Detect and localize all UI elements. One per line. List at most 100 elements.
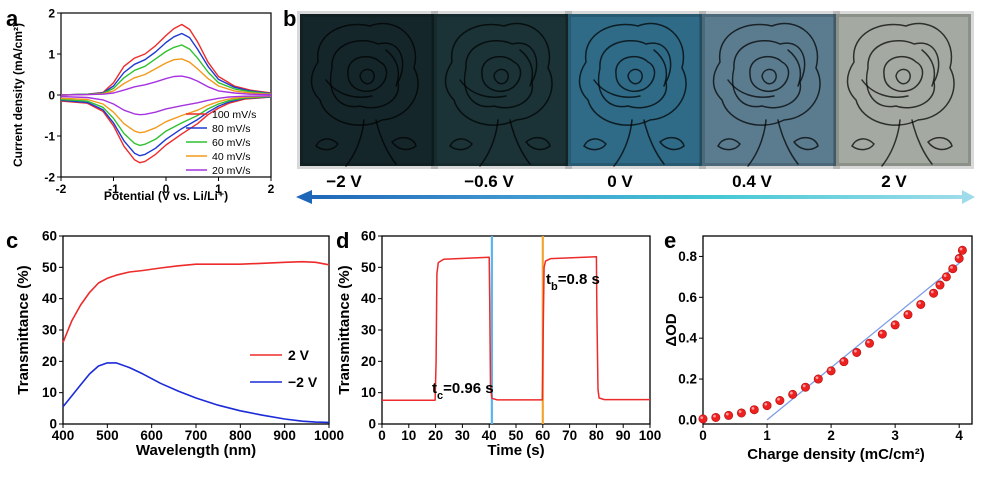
cv-cathodic-100mVs bbox=[60, 96, 272, 164]
panel-d-switching-chart: 0 10 20 30 40 50 60 70 80 90 100 0 10 20 30 40 50 60 tc=0.… bbox=[336, 229, 661, 460]
data-point bbox=[800, 382, 810, 392]
annotation-tb-sub: b bbox=[551, 281, 558, 293]
cv-cathodic-80mVs bbox=[60, 96, 272, 157]
y-tick-label: 0.4 bbox=[678, 331, 697, 346]
cv-cathodic-60mVs bbox=[60, 95, 272, 147]
x-tick-label: 10 bbox=[401, 428, 416, 443]
data-point bbox=[865, 338, 875, 348]
rose-inner-petal bbox=[347, 55, 388, 92]
panel-c-transmittance-spectra: 400 500 600 700 800 900 1000 0 10 20 30 40 50 60 2 V −2… bbox=[15, 229, 344, 460]
rose-drawing bbox=[444, 22, 553, 167]
y-tick-label: 1 bbox=[48, 48, 55, 62]
x-tick-label: 1 bbox=[215, 182, 222, 196]
data-point bbox=[954, 253, 964, 263]
rose-outer-petal bbox=[846, 22, 955, 126]
x-tick-label: 60 bbox=[535, 428, 550, 443]
x-tick-label: 4 bbox=[955, 428, 963, 443]
data-point-highlight bbox=[918, 301, 921, 305]
data-point bbox=[724, 410, 734, 420]
x-tick-label: 100 bbox=[639, 428, 662, 443]
voltage-label: 2 V bbox=[881, 172, 907, 191]
x-tick-label: 700 bbox=[185, 428, 208, 443]
annotation-tc: tc=0.96 s bbox=[432, 380, 494, 402]
x-tick-label: 0 bbox=[378, 428, 386, 443]
data-point-highlight bbox=[764, 402, 768, 406]
legend-label: 2 V bbox=[288, 347, 310, 363]
x-tick-label: 20 bbox=[428, 428, 443, 443]
rose-outer-petal bbox=[712, 22, 821, 126]
y-axis-label: Transmittance (%) bbox=[15, 265, 32, 394]
x-tick-label: 80 bbox=[589, 428, 604, 443]
y-tick-label: 10 bbox=[361, 385, 376, 400]
x-tick-label: -2 bbox=[56, 182, 67, 196]
data-point-highlight bbox=[802, 384, 806, 388]
panel-label-d: d bbox=[336, 228, 349, 253]
rose-petal-lines bbox=[325, 49, 400, 98]
data-point-highlight bbox=[959, 247, 963, 251]
data-point-highlight bbox=[956, 255, 960, 259]
annotation-tb-value: =0.8 s bbox=[558, 271, 600, 288]
gradient-arrow-shaft bbox=[306, 195, 966, 199]
data-point bbox=[775, 395, 785, 405]
y-tick-label: 20 bbox=[42, 354, 57, 369]
legend-label: 40 mV/s bbox=[212, 151, 251, 163]
y-tick-label: 0.0 bbox=[678, 412, 697, 427]
rose-petal-lines bbox=[459, 49, 534, 98]
cv-anodic-80mVs bbox=[60, 32, 272, 96]
annotation-tc-sub: c bbox=[437, 390, 443, 402]
data-point-highlight bbox=[866, 340, 870, 344]
annotation-tb: tb=0.8 s bbox=[546, 271, 600, 293]
annotation-tc-value: =0.96 s bbox=[443, 380, 493, 397]
rose-drawing bbox=[310, 22, 419, 167]
data-point bbox=[916, 299, 926, 309]
rose-petal-lines bbox=[727, 49, 802, 98]
rose-outer-petal bbox=[444, 22, 553, 126]
cv-anodic-40mVs bbox=[60, 58, 272, 96]
panel-a-cv-chart: -2 -1 0 1 2 -2 -1 0 1 2 100 mV/s 80 mV/s 60 mV/s 40 m… bbox=[11, 7, 275, 204]
x-tick-label: 0 bbox=[699, 428, 707, 443]
rose-drawing bbox=[712, 22, 821, 167]
x-tick-label: 900 bbox=[273, 428, 296, 443]
data-point bbox=[839, 357, 849, 367]
data-point bbox=[941, 272, 951, 282]
data-point-highlight bbox=[777, 397, 780, 401]
y-axis-label: ΔOD bbox=[663, 313, 680, 346]
y-tick-label: 0.8 bbox=[678, 249, 697, 264]
data-point bbox=[877, 329, 887, 339]
data-point-highlight bbox=[828, 368, 832, 371]
rose-petal-lines bbox=[593, 49, 668, 98]
y-tick-label: 10 bbox=[42, 385, 57, 400]
data-point bbox=[852, 347, 862, 357]
y-tick-label: 0.2 bbox=[678, 372, 697, 387]
x-axis-label: Charge density (mC/cm²) bbox=[747, 446, 925, 463]
data-point bbox=[788, 389, 798, 399]
x-tick-label: 0 bbox=[163, 182, 170, 196]
rose-inner-petal bbox=[615, 55, 656, 92]
cv-cathodic-40mVs bbox=[60, 95, 272, 134]
y-tick-label: -2 bbox=[44, 171, 55, 185]
x-tick-label: 2 bbox=[827, 428, 835, 443]
data-point-highlight bbox=[854, 349, 857, 353]
cv-anodic-100mVs bbox=[60, 23, 272, 96]
rose-drawing bbox=[578, 22, 687, 167]
tile-vignette bbox=[833, 11, 974, 169]
data-point-highlight bbox=[738, 410, 742, 414]
rose-center bbox=[493, 68, 509, 85]
data-point-highlight bbox=[700, 416, 704, 419]
legend-label: 60 mV/s bbox=[212, 137, 251, 149]
cv-anodic-60mVs bbox=[60, 44, 272, 96]
plot-frame bbox=[381, 235, 651, 425]
x-tick-label: 2 bbox=[268, 182, 275, 196]
rose-center bbox=[895, 68, 911, 85]
data-point-highlight bbox=[892, 322, 896, 325]
x-tick-label: 70 bbox=[562, 428, 577, 443]
data-point-highlight bbox=[789, 391, 793, 395]
data-point-highlight bbox=[815, 376, 819, 380]
x-tick-label: 90 bbox=[616, 428, 631, 443]
rose-drawing bbox=[846, 22, 955, 167]
x-tick-label: 1 bbox=[763, 428, 771, 443]
rose-inner-petal bbox=[481, 55, 522, 92]
y-axis-label: Transmittance (%) bbox=[336, 265, 353, 394]
data-point bbox=[813, 374, 823, 384]
